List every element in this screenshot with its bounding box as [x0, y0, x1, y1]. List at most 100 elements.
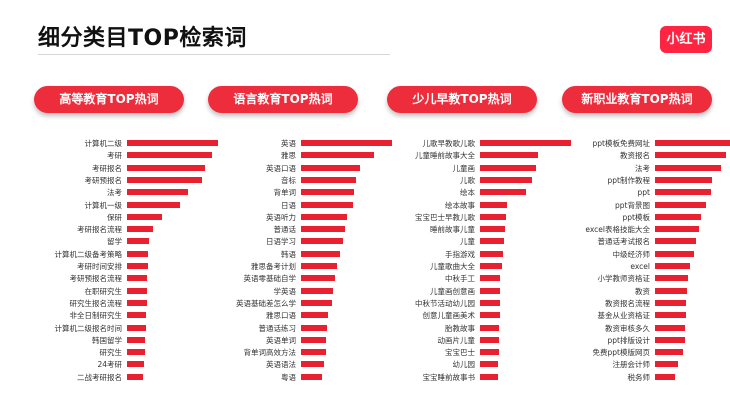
bar-row: 儿歌早教歌儿歌	[387, 138, 587, 150]
bar	[127, 361, 145, 368]
bar-row: 普通话	[208, 224, 408, 236]
bar	[655, 176, 713, 183]
category-label: 考研预报名	[84, 175, 123, 185]
category-label: 计算机二级	[84, 139, 123, 148]
bar	[301, 238, 343, 245]
bar	[655, 324, 686, 331]
bar	[480, 250, 503, 257]
category-label: 留学	[107, 237, 122, 247]
category-label: 中秋手工	[445, 274, 475, 284]
bar-row: 小学教师资格证	[562, 273, 730, 285]
category-label: ppt排版设计	[607, 335, 650, 345]
bar-row: 幼儿园	[387, 359, 587, 371]
bar-row: 粤语	[208, 372, 408, 384]
bar-row: 中秋手工	[387, 273, 587, 285]
category-label: 普通话考试报名	[597, 237, 651, 247]
bar	[655, 201, 706, 208]
bar-row: ppt模板免费网址	[562, 138, 730, 150]
bar	[301, 250, 341, 257]
bar	[127, 373, 144, 380]
category-label: 宝宝巴士	[445, 348, 475, 358]
category-label: 法考	[107, 188, 122, 198]
bar	[127, 164, 206, 171]
category-label: 宝宝巴士早教儿歌	[415, 212, 475, 222]
bar-row: excel	[562, 261, 730, 273]
category-label: 在职研究生	[84, 286, 123, 296]
bar-row: 创意儿童画美术	[387, 310, 587, 322]
bar-row: 韩国留学	[34, 335, 234, 347]
category-label: 睡前故事儿童	[430, 225, 475, 235]
bar-row: 儿童	[387, 236, 587, 248]
bar-row: 日语学习	[208, 236, 408, 248]
bar	[480, 152, 539, 159]
bar-row: 计算机二级备考策略	[34, 249, 234, 261]
bar	[655, 263, 690, 269]
bar-row: 英语口语	[208, 163, 408, 175]
bar-row: 教资报名	[562, 150, 730, 162]
bar-row: 宝宝巴士	[387, 347, 587, 359]
bar	[127, 312, 147, 319]
category-label: ppt模板免费网址	[592, 139, 650, 148]
bar-row: 学英语	[208, 286, 408, 298]
category-label: 教资审核多久	[605, 323, 650, 333]
bar	[480, 140, 571, 146]
category-label: 考研时间安排	[77, 262, 122, 271]
category-label: 24考研	[97, 360, 122, 370]
category-label: 绘本故事	[445, 200, 475, 210]
bar-row: 研究生	[34, 347, 234, 359]
bar	[301, 176, 356, 183]
category-label: 宝宝睡前故事书	[422, 372, 476, 382]
bar-row: 日语	[208, 200, 408, 212]
bar	[480, 312, 501, 319]
bar	[127, 336, 146, 343]
bar-row: 税务师	[562, 372, 730, 384]
category-label: 背单词高效方法	[243, 348, 297, 358]
bar	[480, 164, 536, 171]
bar-row: 法考	[34, 187, 234, 199]
bar-row: 手指游戏	[387, 249, 587, 261]
category-label: 中秋节活动幼儿园	[415, 298, 475, 308]
bar-row: ppt背景图	[562, 200, 730, 212]
bar	[301, 152, 374, 159]
bar	[301, 226, 345, 233]
bar-row: 考研时间安排	[34, 261, 234, 273]
chart-title: 高等教育TOP热词	[34, 86, 184, 113]
bar-row: 教资	[562, 286, 730, 298]
category-label: 创意儿童画美术	[422, 311, 476, 321]
category-label: 英语	[281, 139, 296, 148]
bar-row: 中秋节活动幼儿园	[387, 298, 587, 310]
bar-row: 睡前故事儿童	[387, 224, 587, 236]
bar	[127, 349, 146, 356]
category-label: 考研	[107, 151, 122, 161]
bar-row: 24考研	[34, 359, 234, 371]
bar	[655, 312, 686, 319]
bar-row: 宝宝巴士早教儿歌	[387, 212, 587, 224]
bar	[655, 361, 678, 368]
bar-row: 宝宝睡前故事书	[387, 372, 587, 384]
bar-row: 雅思备考计划	[208, 261, 408, 273]
bar	[301, 213, 347, 220]
category-label: 基金从业资格证	[597, 311, 651, 321]
category-label: 韩语	[281, 249, 296, 259]
bar	[655, 164, 721, 171]
category-label: 胎教故事	[445, 323, 475, 333]
bar-row: 计算机一级	[34, 200, 234, 212]
bar	[127, 238, 149, 245]
category-label: 英语口语	[266, 163, 296, 173]
bar	[480, 189, 527, 196]
chart-title: 语言教育TOP热词	[208, 86, 358, 113]
category-label: 日语	[281, 200, 296, 210]
category-label: 英语听力	[266, 212, 296, 222]
bar	[480, 226, 506, 233]
xiaohongshu-logo: 小红书	[660, 26, 712, 53]
category-label: 学英语	[273, 286, 297, 296]
category-label: 绘本	[460, 188, 475, 198]
bar-row: 计算机二级	[34, 138, 234, 150]
bar	[655, 250, 695, 257]
category-label: 研究生报名流程	[69, 298, 123, 308]
bar	[655, 140, 730, 146]
bar-row: 背单词高效方法	[208, 347, 408, 359]
bar	[127, 213, 163, 220]
bar-row: 动画片儿童	[387, 335, 587, 347]
bar	[655, 213, 701, 220]
